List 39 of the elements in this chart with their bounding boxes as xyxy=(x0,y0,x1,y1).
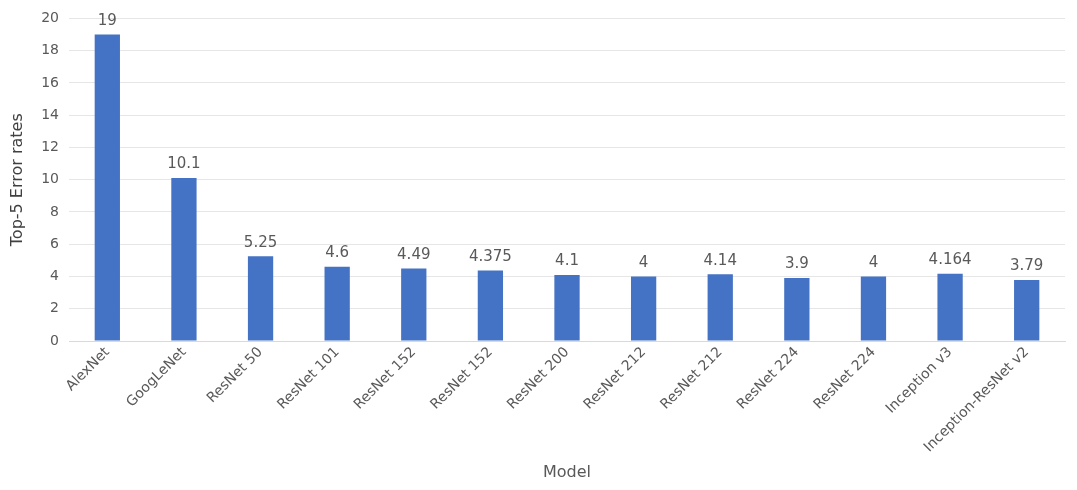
x-axis-title: Model xyxy=(542,461,592,481)
data-label: 4.6 xyxy=(325,243,350,262)
bar xyxy=(707,274,733,341)
bar xyxy=(171,178,197,341)
bar xyxy=(477,270,504,341)
y-tick-label: 8 xyxy=(50,202,60,219)
bar xyxy=(324,266,350,341)
bar xyxy=(247,256,274,341)
data-label: 3.9 xyxy=(784,254,809,273)
y-tick-label: 2 xyxy=(50,299,60,316)
data-label: 4 xyxy=(868,252,879,271)
data-label: 10.1 xyxy=(167,154,201,173)
y-tick-label: 20 xyxy=(41,9,60,26)
bar xyxy=(784,278,810,341)
bar xyxy=(860,276,887,341)
y-tick-label: 14 xyxy=(41,105,60,122)
bar xyxy=(401,268,427,341)
data-label: 4.375 xyxy=(468,246,512,265)
data-label: 3.79 xyxy=(1009,256,1044,275)
data-label: 4.164 xyxy=(928,250,972,269)
bar xyxy=(1014,279,1040,341)
y-tick-label: 12 xyxy=(41,138,60,155)
y-tick-label: 0 xyxy=(50,331,60,348)
data-label: 4.1 xyxy=(555,251,579,270)
y-tick-label: 6 xyxy=(50,234,60,251)
y-axis-title: Top-5 Error rates xyxy=(6,113,26,248)
data-label: 4.14 xyxy=(703,250,737,269)
y-tick-label: 4 xyxy=(50,267,60,284)
data-label: 4.49 xyxy=(397,244,431,263)
y-tick-label: 18 xyxy=(41,41,60,58)
bar xyxy=(630,276,657,341)
data-label: 19 xyxy=(97,10,117,29)
bar xyxy=(937,273,963,341)
data-label: 5.25 xyxy=(243,232,278,251)
bar xyxy=(94,34,120,341)
data-label: 4 xyxy=(638,252,649,271)
y-tick-label: 16 xyxy=(41,73,60,90)
y-tick-label: 10 xyxy=(41,170,60,187)
bar xyxy=(554,274,580,341)
